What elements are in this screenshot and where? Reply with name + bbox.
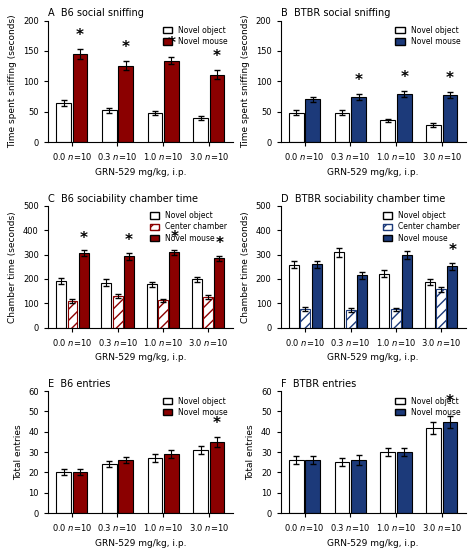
Text: C  B6 sociability chamber time: C B6 sociability chamber time [48, 193, 198, 203]
Bar [305, 460, 320, 513]
Bar [425, 282, 435, 327]
Bar [289, 460, 304, 513]
Bar [158, 300, 168, 327]
Bar [397, 452, 411, 513]
Bar [305, 99, 320, 142]
Bar [351, 460, 366, 513]
Y-axis label: Total entries: Total entries [14, 424, 23, 480]
Bar [436, 289, 446, 327]
Bar [124, 256, 134, 327]
Text: E  B6 entries: E B6 entries [48, 379, 110, 389]
Bar [56, 473, 71, 513]
Text: *: * [170, 230, 178, 245]
Bar [193, 118, 208, 142]
Bar [381, 452, 395, 513]
X-axis label: GRN-529 mg/kg, i.p.: GRN-529 mg/kg, i.p. [94, 168, 186, 177]
Bar [301, 309, 310, 327]
Bar [203, 297, 213, 327]
Text: *: * [76, 28, 84, 43]
Text: B  BTBR social sniffing: B BTBR social sniffing [281, 8, 390, 18]
Y-axis label: Total entries: Total entries [246, 424, 255, 480]
Legend: Novel object, Center chamber, Novel mouse: Novel object, Center chamber, Novel mous… [382, 210, 462, 244]
Text: *: * [125, 233, 133, 248]
Text: *: * [167, 36, 175, 51]
X-axis label: GRN-529 mg/kg, i.p.: GRN-529 mg/kg, i.p. [328, 168, 419, 177]
Bar [289, 265, 299, 327]
Y-axis label: Time spent sniffing (seconds): Time spent sniffing (seconds) [241, 14, 250, 148]
Bar [102, 464, 117, 513]
Bar [146, 284, 156, 327]
Text: *: * [355, 73, 363, 88]
Bar [443, 421, 457, 513]
Text: A  B6 social sniffing: A B6 social sniffing [48, 8, 144, 18]
Bar [113, 296, 123, 327]
Bar [210, 442, 224, 513]
Text: *: * [448, 243, 456, 258]
Bar [426, 428, 441, 513]
Text: *: * [216, 236, 223, 251]
Text: *: * [213, 49, 221, 64]
Text: *: * [446, 394, 454, 409]
Bar [351, 97, 366, 142]
Bar [73, 54, 87, 142]
Bar [426, 125, 441, 142]
Bar [214, 258, 224, 327]
Bar [56, 103, 71, 142]
Legend: Novel object, Novel mouse: Novel object, Novel mouse [161, 24, 229, 48]
Bar [357, 275, 367, 327]
Bar [147, 458, 162, 513]
Bar [381, 121, 395, 142]
Bar [335, 462, 349, 513]
Text: *: * [400, 70, 408, 85]
Text: *: * [122, 40, 130, 55]
Text: D  BTBR sociability chamber time: D BTBR sociability chamber time [281, 193, 445, 203]
Y-axis label: Chamber time (seconds): Chamber time (seconds) [9, 211, 18, 322]
Text: *: * [446, 71, 454, 86]
Y-axis label: Chamber time (seconds): Chamber time (seconds) [241, 211, 250, 322]
Text: *: * [213, 416, 221, 431]
Bar [164, 454, 179, 513]
Bar [443, 95, 457, 142]
Bar [335, 112, 349, 142]
Bar [169, 252, 179, 327]
Bar [311, 264, 321, 327]
X-axis label: GRN-529 mg/kg, i.p.: GRN-529 mg/kg, i.p. [328, 353, 419, 363]
Bar [67, 301, 77, 327]
Y-axis label: Time spent sniffing (seconds): Time spent sniffing (seconds) [9, 14, 18, 148]
Bar [380, 274, 390, 327]
Bar [289, 112, 304, 142]
Bar [402, 255, 412, 327]
Bar [118, 460, 133, 513]
Bar [164, 61, 179, 142]
Text: *: * [80, 231, 88, 246]
X-axis label: GRN-529 mg/kg, i.p.: GRN-529 mg/kg, i.p. [328, 539, 419, 548]
Bar [210, 75, 224, 142]
Bar [118, 66, 133, 142]
Bar [56, 281, 66, 327]
Legend: Novel object, Novel mouse: Novel object, Novel mouse [394, 24, 462, 48]
Bar [447, 266, 457, 327]
Legend: Novel object, Novel mouse: Novel object, Novel mouse [394, 395, 462, 418]
Bar [192, 280, 202, 327]
Bar [101, 282, 111, 327]
X-axis label: GRN-529 mg/kg, i.p.: GRN-529 mg/kg, i.p. [94, 353, 186, 363]
Bar [391, 309, 401, 327]
Text: F  BTBR entries: F BTBR entries [281, 379, 356, 389]
Bar [346, 310, 356, 327]
Bar [397, 93, 411, 142]
Bar [147, 113, 162, 142]
Bar [79, 254, 89, 327]
Bar [102, 110, 117, 142]
Legend: Novel object, Novel mouse: Novel object, Novel mouse [161, 395, 229, 418]
X-axis label: GRN-529 mg/kg, i.p.: GRN-529 mg/kg, i.p. [94, 539, 186, 548]
Bar [73, 473, 87, 513]
Legend: Novel object, Center chamber, Novel mouse: Novel object, Center chamber, Novel mous… [149, 210, 229, 244]
Bar [193, 450, 208, 513]
Bar [334, 252, 344, 327]
